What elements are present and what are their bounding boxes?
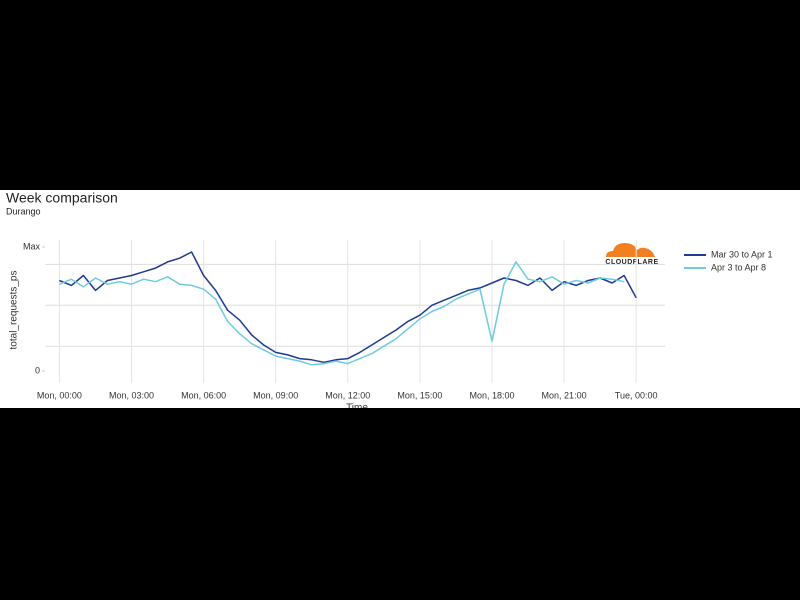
x-tick-label: Mon, 00:00 (37, 390, 82, 400)
logo-text: CLOUDFLARE (605, 259, 658, 266)
legend-label: Apr 3 to Apr 8 (711, 262, 766, 272)
series-line (59, 261, 625, 366)
x-tick-label: Tue, 00:00 (615, 390, 658, 400)
x-tick-label: Mon, 21:00 (542, 390, 587, 400)
x-tick-label: Mon, 15:00 (397, 390, 442, 400)
y-tick-label: 0 (35, 365, 40, 375)
panel (0, 190, 800, 408)
legend-label: Mar 30 to Apr 1 (711, 249, 773, 259)
y-tick-label: Max (23, 241, 41, 251)
x-tick-label: Mon, 09:00 (253, 390, 298, 400)
x-tick-label: Mon, 06:00 (181, 390, 226, 400)
series-line (59, 251, 637, 364)
logo-cloud (606, 243, 655, 257)
y-axis-label: total_requests_ps (9, 271, 20, 350)
chart: Week comparison Durango total_requests_p… (6, 190, 773, 414)
x-tick-label: Mon, 18:00 (469, 390, 514, 400)
bottom-bar (0, 408, 800, 600)
chart-title: Week comparison (6, 190, 118, 206)
x-tick-label: Mon, 03:00 (109, 390, 154, 400)
chart-subtitle: Durango (6, 206, 41, 216)
x-tick-label: Mon, 12:00 (325, 390, 370, 400)
